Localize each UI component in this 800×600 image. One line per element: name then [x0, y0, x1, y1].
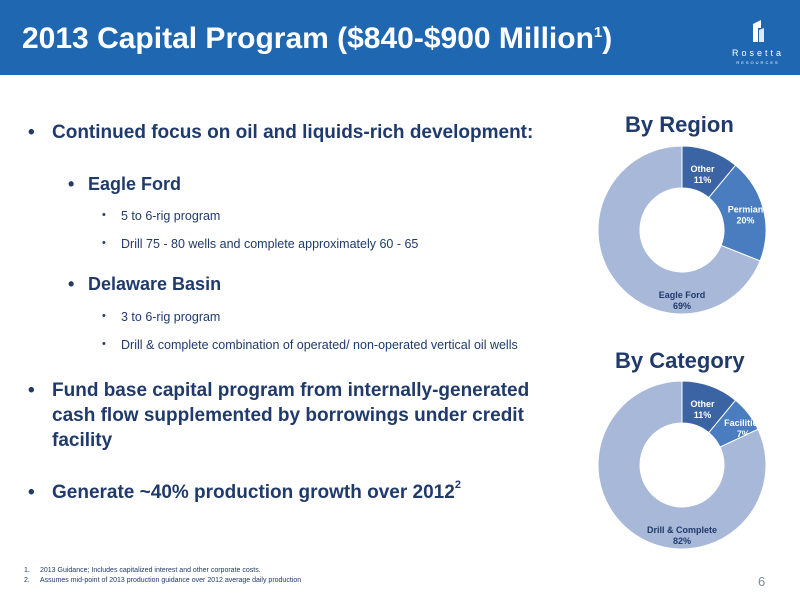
bullet-eagle-ford: • Eagle Ford — [68, 174, 182, 195]
logo-subtext: RESOURCES — [736, 60, 780, 65]
delaware-item-text: Drill & complete combination of operated… — [121, 338, 518, 352]
logo-mark-icon — [753, 20, 764, 42]
bullet-focus: • Continued focus on oil and liquids-ric… — [28, 122, 534, 144]
slice-value-label: 7% — [737, 429, 750, 439]
slice-value-label: 69% — [673, 301, 691, 311]
footnote: 2. Assumes mid-point of 2013 production g… — [24, 576, 301, 586]
eagle-ford-item-text: 5 to 6-rig program — [121, 209, 221, 223]
slide-title-text: 2013 Capital Program ($840-$900 Million — [22, 22, 594, 55]
donut-slice-eagle-ford — [597, 145, 761, 315]
delaware-item: • Drill & complete combination of operat… — [102, 338, 518, 352]
eagle-ford-item: • Drill 75 - 80 wells and complete appro… — [102, 237, 419, 251]
delaware-item: • 3 to 6-rig program — [102, 310, 221, 324]
bullet-dot: • — [28, 380, 35, 401]
slice-value-label: 20% — [736, 216, 754, 226]
slice-category-label: Drill & Complete — [647, 525, 717, 535]
bullet-dot: • — [102, 237, 106, 249]
slice-category-label: Permian — [728, 205, 764, 215]
logo-text: Rosetta — [731, 48, 785, 58]
slice-category-label: Eagle Ford — [659, 290, 706, 300]
footnote: 1. 2013 Guidance; Includes capitalized in… — [24, 566, 301, 576]
eagle-ford-item-text: Drill 75 - 80 wells and complete approxi… — [121, 237, 419, 251]
bullet-focus-text: Continued focus on oil and liquids-rich … — [52, 122, 534, 143]
slice-category-label: Facilities — [724, 418, 763, 428]
eagle-ford-heading: Eagle Ford — [88, 174, 182, 194]
bullet-delaware-basin: • Delaware Basin — [68, 274, 222, 295]
fund-line: facility — [52, 430, 113, 451]
bullet-dot: • — [102, 310, 106, 322]
slice-value-label: 82% — [673, 536, 691, 546]
bullet-dot: • — [28, 122, 35, 143]
title-bar: 2013 Capital Program ($840-$900 Million1… — [0, 0, 800, 75]
donut-slice-drill-complete — [597, 380, 767, 550]
chart-title-region: By Region — [625, 112, 734, 137]
chart-title-category: By Category — [615, 348, 745, 373]
growth-footnote-marker: 2 — [454, 479, 461, 491]
footnote-number: 2. — [24, 577, 30, 584]
eagle-ford-item: • 5 to 6-rig program — [102, 209, 221, 223]
delaware-heading: Delaware Basin — [88, 274, 222, 294]
bullet-growth: • Generate ~40% production growth over 2… — [28, 479, 461, 504]
bullet-dot: • — [102, 338, 106, 350]
company-logo: Rosetta RESOURCES — [726, 18, 790, 70]
footnote-text: Assumes mid-point of 2013 production gui… — [40, 577, 302, 584]
growth-text: Generate ~40% production growth over 201… — [52, 482, 455, 503]
footnote-number: 1. — [24, 567, 30, 574]
footnote-text: 2013 Guidance; Includes capitalized inte… — [40, 567, 261, 574]
bullet-dot: • — [28, 482, 35, 503]
delaware-item-text: 3 to 6-rig program — [121, 310, 221, 324]
slice-value-label: 11% — [694, 410, 712, 420]
fund-line: cash flow supplemented by borrowings und… — [52, 405, 524, 426]
slide-title-close: ) — [602, 22, 613, 55]
title-footnote-marker: 1 — [593, 24, 603, 41]
slice-value-label: 11% — [694, 175, 712, 185]
slice-category-label: Other — [690, 164, 715, 174]
bullet-dot: • — [102, 209, 106, 221]
bullet-fund-capital: • Fund base capital program from interna… — [28, 378, 530, 453]
bullet-dot: • — [68, 174, 75, 194]
fund-line: Fund base capital program from internall… — [52, 380, 530, 401]
slice-category-label: Other — [690, 399, 715, 409]
page-number: 6 — [758, 574, 766, 589]
slide-title: 2013 Capital Program ($840-$900 Million1… — [22, 22, 612, 56]
footnotes: 1. 2013 Guidance; Includes capitalized in… — [24, 566, 301, 586]
bullet-dot: • — [68, 274, 75, 294]
